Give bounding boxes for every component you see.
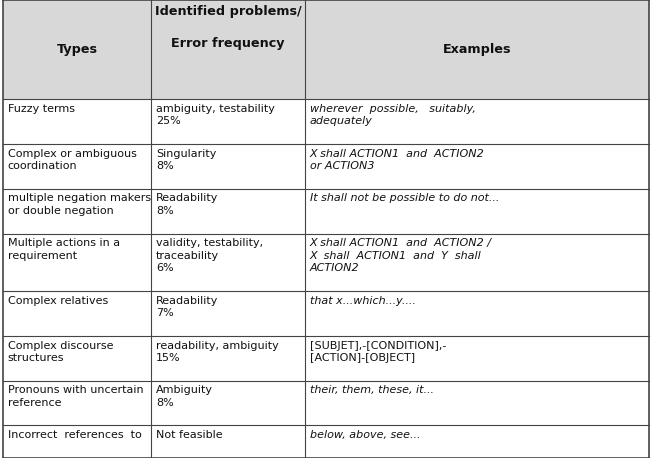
Text: Not feasible: Not feasible bbox=[156, 430, 222, 440]
Text: Complex or ambiguous
coordination: Complex or ambiguous coordination bbox=[8, 149, 137, 171]
Text: Fuzzy terms: Fuzzy terms bbox=[8, 104, 75, 114]
Text: Error frequency: Error frequency bbox=[171, 37, 285, 49]
Text: multiple negation makers
or double negation: multiple negation makers or double negat… bbox=[8, 193, 151, 216]
Text: Ambiguity
8%: Ambiguity 8% bbox=[156, 385, 213, 408]
Text: that x...which...y....: that x...which...y.... bbox=[310, 296, 415, 306]
Text: Incorrect  references  to: Incorrect references to bbox=[8, 430, 141, 440]
Text: Singularity
8%: Singularity 8% bbox=[156, 149, 216, 171]
Text: Readability
7%: Readability 7% bbox=[156, 296, 218, 318]
Text: below, above, see...: below, above, see... bbox=[310, 430, 420, 440]
Text: [SUBJET],-[CONDITION],-
[ACTION]-[OBJECT]: [SUBJET],-[CONDITION],- [ACTION]-[OBJECT… bbox=[310, 340, 446, 363]
Text: Types: Types bbox=[57, 43, 98, 56]
Text: X shall ACTION1  and  ACTION2
or ACTION3: X shall ACTION1 and ACTION2 or ACTION3 bbox=[310, 149, 484, 171]
Text: readability, ambiguity
15%: readability, ambiguity 15% bbox=[156, 340, 278, 363]
Text: It shall not be possible to do not...: It shall not be possible to do not... bbox=[310, 193, 499, 203]
Text: X shall ACTION1  and  ACTION2 /
X  shall  ACTION1  and  Y  shall
ACTION2: X shall ACTION1 and ACTION2 / X shall AC… bbox=[310, 238, 492, 273]
Text: Pronouns with uncertain
reference: Pronouns with uncertain reference bbox=[8, 385, 143, 408]
Text: Identified problems/: Identified problems/ bbox=[155, 5, 301, 17]
Text: their, them, these, it...: their, them, these, it... bbox=[310, 385, 434, 395]
Text: Complex relatives: Complex relatives bbox=[8, 296, 108, 306]
Text: Complex discourse
structures: Complex discourse structures bbox=[8, 340, 113, 363]
Text: Readability
8%: Readability 8% bbox=[156, 193, 218, 216]
Text: Multiple actions in a
requirement: Multiple actions in a requirement bbox=[8, 238, 120, 261]
Text: wherever  possible,   suitably,
adequately: wherever possible, suitably, adequately bbox=[310, 104, 475, 126]
Bar bbox=[3, 0, 649, 99]
Text: Examples: Examples bbox=[443, 43, 511, 56]
Text: ambiguity, testability
25%: ambiguity, testability 25% bbox=[156, 104, 274, 126]
Text: validity, testability,
traceability
6%: validity, testability, traceability 6% bbox=[156, 238, 263, 273]
